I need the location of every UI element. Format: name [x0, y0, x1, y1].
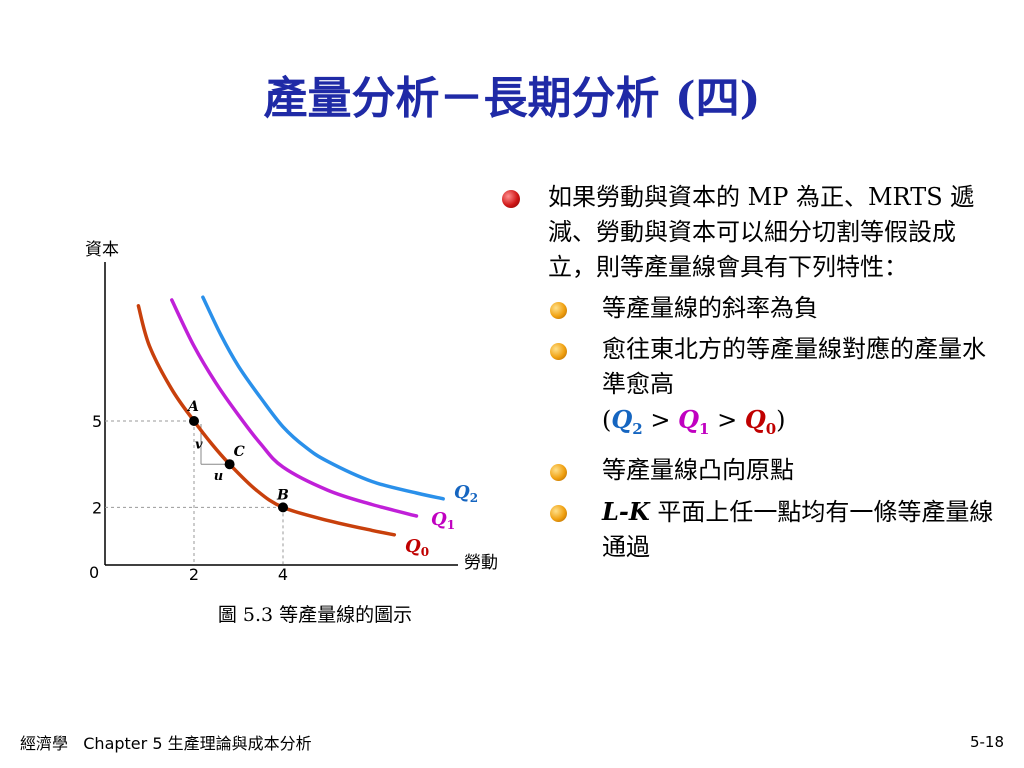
red-bullet-icon	[502, 190, 520, 208]
bullet-sub-3-text: 等產量線凸向原點	[602, 455, 794, 484]
bullet-sub-4-text: 平面上任一點均有一條等產量線通過	[602, 497, 994, 561]
bullet-sub-1: 等產量線的斜率為負	[500, 291, 1000, 326]
isoquant-q2	[201, 295, 445, 501]
bullet-main-text: 如果勞動與資本的 MP 為正、MRTS 遞減、勞動與資本可以細分切割等假設成立，…	[548, 183, 975, 281]
bullet-sub-4: L-K 平面上任一點均有一條等產量線通過	[500, 494, 1000, 565]
point-c	[224, 459, 235, 470]
y-tick-label: 2	[92, 498, 102, 517]
curve-label-q2: Q2	[454, 482, 478, 505]
point-label-c: C	[234, 444, 245, 460]
chart-points	[189, 416, 288, 513]
curve-label-q1: Q1	[431, 509, 455, 532]
curve-label-q0: Q0	[405, 536, 429, 559]
bullet-main: 如果勞動與資本的 MP 為正、MRTS 遞減、勞動與資本可以細分切割等假設成立，…	[500, 180, 1000, 285]
figure-caption: 圖 5.3 等產量線的圖示	[217, 604, 413, 626]
bullet-content: 如果勞動與資本的 MP 為正、MRTS 遞減、勞動與資本可以細分切割等假設成立，…	[500, 180, 1000, 565]
point-a	[189, 416, 199, 426]
bullet-sub-1-text: 等產量線的斜率為負	[602, 294, 818, 322]
slide-title: 產量分析－長期分析 (四)	[263, 73, 761, 124]
y-axis-label: 資本	[85, 240, 119, 260]
x-tick-label: 4	[278, 565, 288, 584]
x-tick-label: 2	[189, 565, 199, 584]
isoquant-q1	[170, 298, 419, 518]
bullet-sub-2-text: 愈往東北方的等產量線對應的產量水準愈高	[602, 335, 986, 398]
bullet-sub-2-formula: (Q2 > Q1 > Q0)	[602, 405, 786, 438]
point-label-a: A	[186, 399, 199, 415]
orange-bullet-icon	[550, 463, 567, 481]
y-tick-label: 5	[92, 412, 102, 431]
footer-page-number: 5-18	[969, 733, 1004, 751]
x-tick-label: 0	[89, 563, 99, 582]
orange-bullet-icon	[550, 302, 567, 319]
chart-axes	[104, 262, 458, 566]
bullet-sub-3: 等產量線凸向原點	[500, 453, 1000, 488]
point-b	[278, 502, 288, 513]
orange-bullet-icon	[550, 343, 567, 360]
bullet-sub-4-var: L-K	[602, 496, 650, 526]
orange-bullet-icon	[550, 504, 567, 522]
step-label-u: u	[214, 469, 223, 484]
step-label-v: v	[195, 438, 203, 453]
guide-lines	[105, 420, 284, 565]
x-axis-label: 勞動	[464, 553, 498, 573]
isoquant-curves	[136, 295, 445, 537]
point-label-b: B	[276, 487, 289, 503]
footer-course: 經濟學 Chapter 5 生產理論與成本分析	[20, 734, 312, 753]
bullet-sub-2: 愈往東北方的等產量線對應的產量水準愈高 (Q2 > Q1 > Q0)	[500, 332, 1000, 447]
